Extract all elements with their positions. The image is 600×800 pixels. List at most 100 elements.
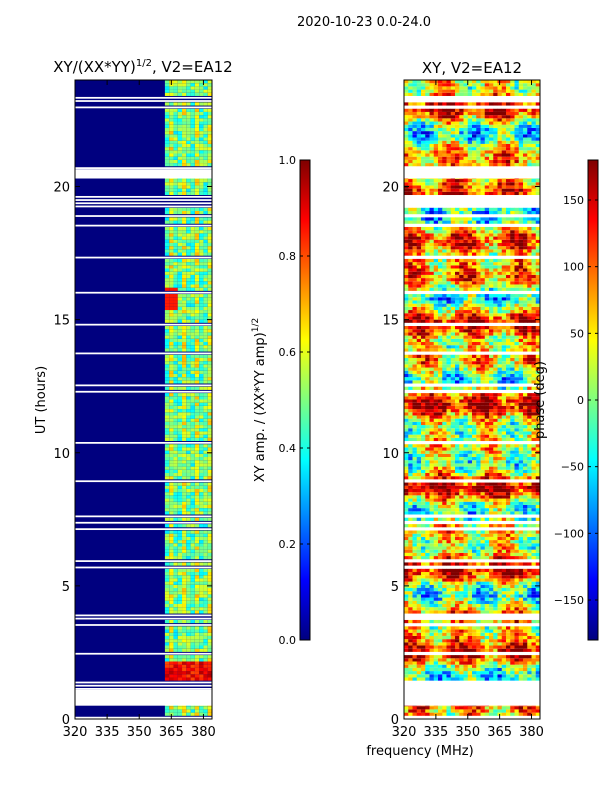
phase-cell [455,706,460,710]
amplitude-cell [190,274,195,279]
phase-cell [535,428,541,432]
phase-cell [455,632,460,636]
phase-cell [489,508,494,512]
phase-cell [442,568,447,573]
amplitude-cell [190,271,195,275]
amplitude-cell [194,447,200,451]
phase-cell [531,568,537,573]
phase-cell [472,412,477,416]
phase-cell [404,415,409,419]
amplitude-cell [177,457,183,461]
phase-cell [463,603,469,608]
phase-cell [523,501,528,505]
phase-cell [484,584,490,589]
phase-cell [518,380,524,384]
phase-cell [514,671,520,675]
amplitude-cell [203,629,208,633]
amplitude-cell [169,86,174,90]
phase-cell [518,648,524,652]
amplitude-cell [207,661,212,665]
phase-cell [446,396,452,400]
phase-cell [442,492,447,496]
phase-cell [484,597,490,601]
phase-cell [429,361,435,365]
amplitude-cell [199,485,204,489]
amplitude-cell [177,447,183,451]
amplitude-cell [169,319,174,323]
phase-cell [489,364,494,368]
phase-cell [429,664,435,668]
phase-cell [531,415,537,419]
amplitude-cell [173,284,178,288]
phase-cell [472,485,477,489]
phase-cell [467,562,473,566]
phase-cell [412,421,418,426]
phase-cell [518,658,524,662]
amplitude-cell [207,504,212,509]
phase-cell [463,524,469,528]
amplitude-cell [177,287,183,291]
amplitude-cell [186,434,191,438]
phase-cell [459,444,464,448]
amplitude-cell [177,121,183,125]
amplitude-cell [207,635,212,640]
amplitude-cell [164,677,170,681]
amplitude-cell [186,594,191,598]
phase-cell [433,364,439,368]
amplitude-cell [199,610,204,614]
amplitude-cell [194,562,200,566]
amplitude-cell [169,348,174,352]
phase-cell [501,463,507,467]
phase-cell [531,501,537,505]
phase-cell [514,591,520,595]
phase-cell [493,517,498,521]
phase-cell [535,677,541,681]
phase-cell [527,645,532,649]
phase-cell [442,706,447,710]
amplitude-cell [177,86,183,90]
phase-cell [446,399,452,403]
phase-cell [446,428,452,432]
amplitude-cell [207,262,212,266]
amplitude-cell [194,572,200,576]
phase-cell [467,508,473,512]
phase-cell [425,619,430,624]
amplitude-cell [182,102,187,106]
amplitude-cell [194,629,200,633]
phase-cell [497,530,503,534]
phase-cell [408,399,413,403]
phase-cell [514,421,520,426]
amplitude-cell [177,83,183,87]
phase-cell [404,706,409,710]
phase-cell [442,648,447,652]
phase-cell [472,677,477,681]
phase-cell [510,610,515,614]
phase-cell [429,469,435,473]
phase-cell [416,645,422,649]
phase-cell [408,405,413,410]
phase-cell [501,460,507,464]
amplitude-cell [169,661,174,665]
amplitude-cell [173,402,178,406]
phase-cell [476,706,481,710]
amplitude-cell [203,80,208,84]
phase-cell [421,642,426,646]
amplitude-cell [182,418,187,422]
phase-cell [425,655,430,659]
phase-cell [518,629,524,633]
amplitude-cell [199,313,204,317]
phase-cell [493,639,498,643]
phase-cell [523,674,528,678]
amplitude-cell [194,476,200,480]
amplitude-cell [177,226,183,231]
phase-cell [429,629,435,633]
phase-cell [476,667,481,672]
amplitude-cell [182,511,187,515]
amplitude-cell [169,364,174,368]
amplitude-cell [199,284,204,288]
amplitude-cell [177,268,183,272]
amplitude-cell [177,354,183,358]
phase-cell [497,632,503,636]
amplitude-cell [203,246,208,250]
amplitude-cell [207,300,212,304]
